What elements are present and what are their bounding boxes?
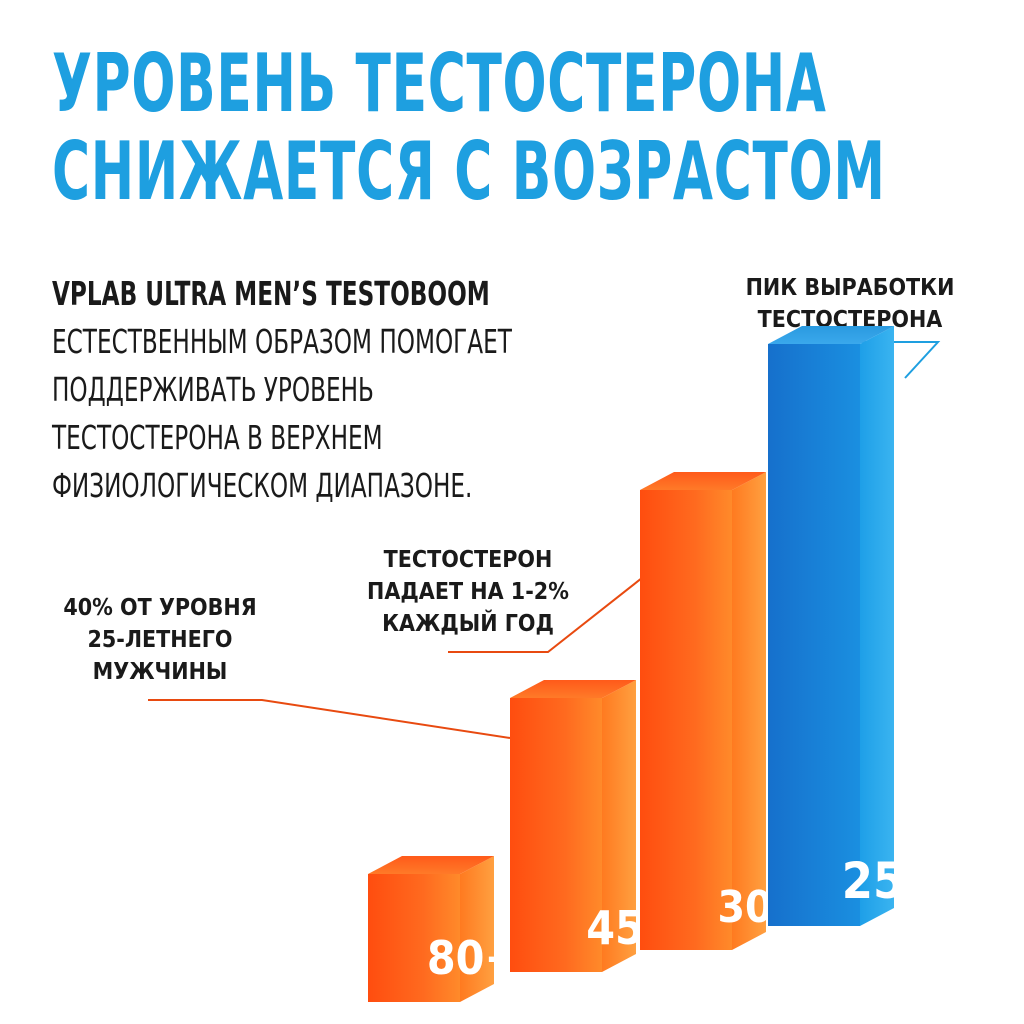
callout-forty-line-3: МУЖЧИНЫ: [92, 659, 228, 685]
description-line-4: ФИЗИОЛОГИЧЕСКОМ ДИАПАЗОНЕ.: [52, 466, 473, 505]
callout-decline-line-2: ПАДАЕТ НА 1-2%: [367, 579, 569, 605]
bar-3: 30: [640, 472, 773, 950]
bar-4-label: 25: [842, 852, 905, 910]
bar-1: 80+: [368, 856, 519, 1002]
description-line-1: ЕСТЕСТВЕННЫМ ОБРАЗОМ ПОМОГАЕТ: [52, 322, 512, 361]
description-line-3: ТЕСТОСТЕРОНА В ВЕРХНЕМ: [52, 418, 383, 457]
title-line-1: УРОВЕНЬ ТЕСТОСТЕРОНА: [52, 37, 827, 130]
bar-2-top-face: [510, 680, 636, 698]
bars-group: 80+ 45 30 25: [368, 326, 904, 1002]
description-text: VPLAB ULTRA MEN’S TESTOBOOM ЕСТЕСТВЕННЫМ…: [52, 270, 676, 510]
bar-1-label: 80+: [427, 931, 519, 985]
description-line-2: ПОДДЕРЖИВАТЬ УРОВЕНЬ: [52, 370, 374, 409]
callout-decline-line-1: ТЕСТОСТЕРОН: [383, 547, 553, 573]
bar-1-top-face: [368, 856, 494, 874]
bar-1-front-face: [368, 874, 460, 1002]
callout-peak: ПИК ВЫРАБОТКИ ТЕСТОСТЕРОНА: [740, 272, 960, 336]
brand-name: VPLAB ULTRA MEN’S TESTOBOOM: [52, 274, 490, 313]
callout-peak-line-1: ПИК ВЫРАБОТКИ: [745, 275, 955, 301]
callout-decline: ТЕСТОСТЕРОН ПАДАЕТ НА 1-2% КАЖДЫЙ ГОД: [358, 544, 578, 640]
bar-1-side-face: [460, 856, 494, 1002]
callout-forty-percent: 40% ОТ УРОВНЯ 25-ЛЕТНЕГО МУЖЧИНЫ: [40, 592, 280, 688]
bar-3-label: 30: [717, 882, 772, 933]
bar-4-side-face: [860, 326, 894, 926]
bar-4-top-face: [768, 326, 894, 344]
bar-3-front-face: [640, 490, 732, 950]
bar-2-front-face: [510, 698, 602, 972]
callout-forty-line-2: 25-ЛЕТНЕГО: [87, 627, 233, 653]
bar-4-front-face: [768, 344, 860, 926]
bar-2-label: 45: [586, 901, 644, 955]
bar-3-side-face: [732, 472, 766, 950]
bar-4: 25: [768, 326, 904, 926]
bar-2-side-face: [602, 680, 636, 972]
leader-line-decline: [448, 547, 681, 653]
bar-2: 45: [510, 680, 644, 972]
callout-forty-line-1: 40% ОТ УРОВНЯ: [63, 595, 257, 621]
leader-line-forty: [148, 699, 511, 739]
callout-decline-line-3: КАЖДЫЙ ГОД: [382, 611, 554, 637]
bar-3-top-face: [640, 472, 766, 490]
